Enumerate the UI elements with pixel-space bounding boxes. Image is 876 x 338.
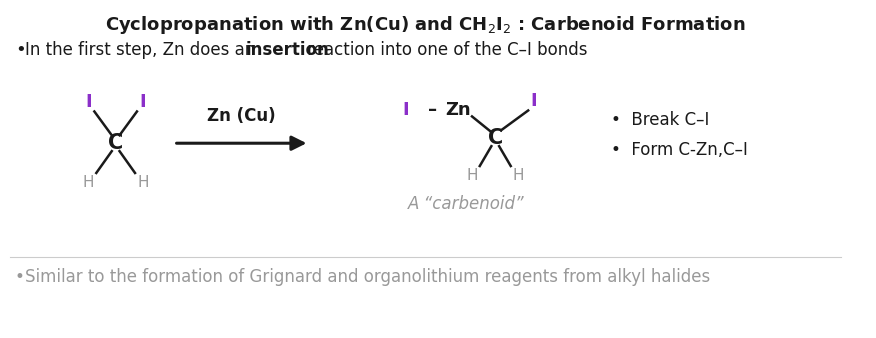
Text: Similar to the formation of Grignard and organolithium reagents from alkyl halid: Similar to the formation of Grignard and… [25, 268, 710, 286]
Text: I: I [85, 93, 92, 111]
Text: –: – [427, 101, 437, 120]
Text: H: H [83, 175, 95, 190]
Text: •  Form C-Zn,C–I: • Form C-Zn,C–I [611, 141, 748, 159]
Text: Zn: Zn [446, 101, 471, 120]
Text: A “carbenoid”: A “carbenoid” [408, 195, 525, 213]
Text: •: • [15, 41, 25, 59]
Text: I: I [531, 92, 537, 110]
Text: C: C [108, 133, 124, 153]
Text: I: I [403, 101, 409, 120]
Text: •: • [15, 268, 25, 286]
Text: I: I [139, 93, 146, 111]
Text: In the first step, Zn does an: In the first step, Zn does an [25, 41, 260, 59]
Text: H: H [512, 168, 524, 184]
Text: insertion: insertion [245, 41, 329, 59]
Text: •  Break C–I: • Break C–I [611, 112, 710, 129]
Text: C: C [488, 128, 503, 148]
Text: H: H [137, 175, 149, 190]
Text: Zn (Cu): Zn (Cu) [208, 107, 276, 125]
Text: H: H [466, 168, 477, 184]
Text: reaction into one of the C–I bonds: reaction into one of the C–I bonds [301, 41, 587, 59]
Text: Cyclopropanation with Zn(Cu) and CH$_2$I$_2$ : Carbenoid Formation: Cyclopropanation with Zn(Cu) and CH$_2$I… [105, 14, 745, 36]
